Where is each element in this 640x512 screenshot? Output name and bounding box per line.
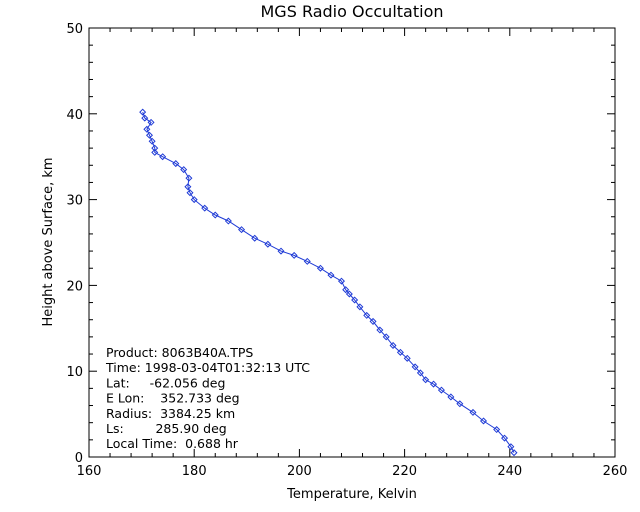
data-point-marker [363,311,371,319]
data-point-marker [190,196,198,204]
data-point-marker [376,326,384,334]
data-point-marker [437,386,445,394]
data-point-marker [430,380,438,388]
data-point-marker [510,449,518,457]
y-tick-label: 10 [66,365,83,380]
data-point-marker [238,226,246,234]
data-point-marker [148,137,156,145]
x-axis-label: Temperature, Kelvin [286,487,417,502]
data-point-marker [507,443,515,451]
data-point-marker [416,369,424,377]
data-point-marker [180,166,188,174]
data-point-marker [224,217,232,225]
data-point-marker [382,333,390,341]
data-point-marker [277,247,285,255]
x-tick-label: 220 [392,464,417,479]
data-point-marker [141,114,149,122]
data-point-marker [184,183,192,191]
x-tick-label: 260 [603,464,628,479]
info-line: Lat: -62.056 deg [106,375,225,390]
y-tick-label: 0 [75,451,83,466]
series-line [142,111,515,453]
x-axis: 160 180 200 220 240 260 [77,28,628,479]
series-layer [139,108,518,457]
data-point-marker [356,303,364,311]
data-point-marker [139,108,147,116]
data-point-marker [345,290,353,298]
data-point-marker [389,341,397,349]
data-point-marker [145,131,153,139]
info-line: Time: 1998-03-04T01:32:13 UTC [105,360,310,375]
data-point-marker [201,204,209,212]
data-point-marker [290,251,298,259]
x-tick-label: 160 [77,464,102,479]
data-point-marker [159,153,167,161]
data-point-marker [151,144,159,152]
chart-title: MGS Radio Occultation [261,2,444,21]
info-line: Radius: 3384.25 km [106,406,235,421]
data-point-marker [456,400,464,408]
data-point-marker [185,174,193,182]
data-point-marker [422,376,430,384]
info-line: E Lon: 352.733 deg [106,391,240,406]
data-point-marker [147,118,155,126]
data-point-marker [342,286,350,294]
data-point-marker [411,363,419,371]
data-point-marker [264,240,272,248]
data-point-marker [403,354,411,362]
y-tick-label: 50 [66,22,83,37]
data-point-marker [351,296,359,304]
data-point-marker [151,148,159,156]
plot-frame [88,27,616,458]
data-point-marker [172,160,180,168]
info-line: Local Time: 0.688 hr [106,436,239,451]
y-axis-label: Height above Surface, km [41,157,56,326]
data-point-marker [143,125,151,133]
y-tick-label: 40 [66,108,83,123]
data-point-marker [396,348,404,356]
y-tick-label: 20 [66,279,83,294]
data-point-marker [501,434,509,442]
info-line: Ls: 285.90 deg [106,421,227,436]
data-point-marker [469,408,477,416]
x-tick-label: 240 [497,464,522,479]
data-point-marker [337,277,345,285]
data-point-marker [327,271,335,279]
data-point-marker [251,234,259,242]
data-point-marker [447,393,455,401]
data-point-marker [186,189,194,197]
info-line: Product: 8063B40A.TPS [106,345,253,360]
data-point-marker [303,257,311,265]
data-point-marker [369,317,377,325]
y-tick-label: 30 [66,194,83,209]
data-point-marker [479,417,488,425]
x-tick-label: 180 [182,464,207,479]
data-point-marker [211,211,219,219]
y-axis: 0 10 20 30 40 50 [66,22,615,466]
data-point-marker [493,426,501,434]
x-tick-label: 200 [287,464,312,479]
data-point-marker [316,264,324,272]
